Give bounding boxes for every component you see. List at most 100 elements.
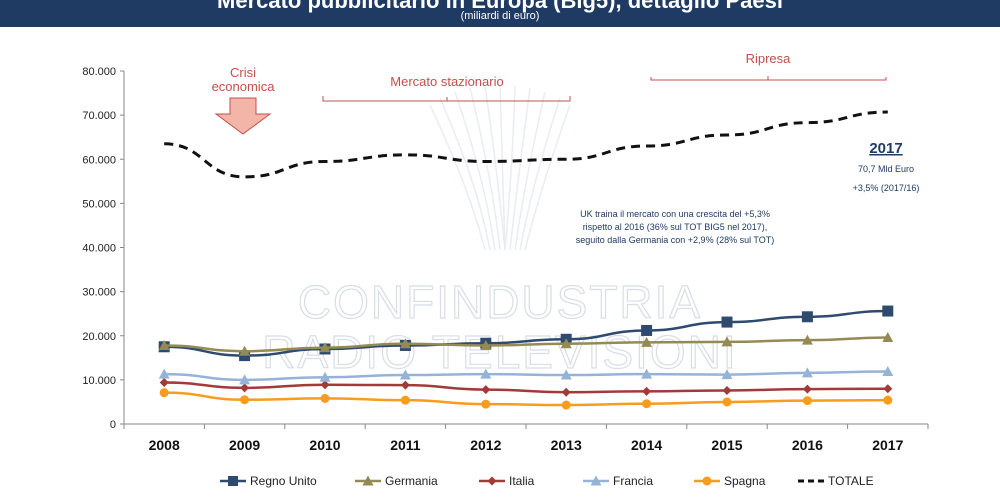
watermark-text-2: RADIO TELEVISIONI <box>262 326 737 378</box>
highlight-2017: 2017 70,7 Mld Euro +3,5% (2017/16) <box>853 140 920 193</box>
data-point <box>240 383 250 393</box>
data-point <box>883 395 893 405</box>
legend-label: Spagna <box>724 474 766 488</box>
note-line-1: UK traina il mercato con una crescita de… <box>580 209 770 219</box>
series-spagna <box>159 388 893 410</box>
legend-label: Italia <box>509 474 535 488</box>
x-tick-label: 2009 <box>229 437 260 453</box>
series-line <box>164 370 888 382</box>
data-point <box>721 336 733 347</box>
data-point <box>158 368 170 379</box>
series-line <box>164 336 888 353</box>
crisis-label-line2: economica <box>212 79 276 94</box>
data-point <box>362 475 374 486</box>
data-point <box>561 387 571 397</box>
data-point <box>722 385 732 395</box>
data-point <box>702 476 712 486</box>
data-point <box>801 334 813 345</box>
legend-item: TOTALE <box>798 474 874 488</box>
series-germania <box>158 332 894 356</box>
note-line-3: seguito dalla Germania con +2,9% (28% su… <box>576 235 775 245</box>
data-point <box>560 338 572 349</box>
y-axis: 0 10.000 20.000 30.000 40.000 50.000 60.000 70.… <box>82 66 124 431</box>
header-bar: Mercato pubblicitario in Europa (Big5), … <box>0 0 1000 27</box>
data-point <box>159 378 169 388</box>
data-point <box>641 324 653 336</box>
data-point <box>400 395 410 405</box>
data-point <box>722 397 732 407</box>
x-tick-label: 2008 <box>149 437 180 453</box>
data-point <box>882 305 894 317</box>
data-point <box>399 369 411 380</box>
data-point <box>721 369 733 380</box>
data-point <box>159 388 169 398</box>
data-point <box>487 476 497 486</box>
watermark-logo <box>429 84 571 251</box>
data-point <box>560 369 572 380</box>
data-point <box>802 384 812 394</box>
series-francia <box>158 365 894 385</box>
legend-item: Germania <box>355 474 438 488</box>
data-point <box>399 338 411 349</box>
y-tick-label: 20.000 <box>82 331 116 343</box>
down-arrow-icon <box>214 97 272 135</box>
data-point <box>642 386 652 396</box>
highlight-growth: +3,5% (2017/16) <box>853 183 920 193</box>
legend-item: Francia <box>583 474 653 488</box>
data-point <box>480 339 492 350</box>
data-point <box>239 374 251 385</box>
note-line-2: rispetto al 2016 (36% sul TOT BIG5 nel 2… <box>583 222 768 232</box>
data-point <box>320 393 330 403</box>
data-point <box>721 316 733 328</box>
x-tick-label: 2012 <box>470 437 501 453</box>
stationary-label: Mercato stazionario <box>390 74 503 89</box>
data-point <box>228 476 238 486</box>
chart-subtitle: (miliardi di euro) <box>460 10 540 22</box>
y-tick-label: 50.000 <box>82 198 116 210</box>
x-axis: 2008 2009 2010 2011 2012 2013 2014 2015 2016 2017 <box>123 424 929 453</box>
y-tick-label: 80.000 <box>82 66 116 78</box>
data-point <box>320 380 330 390</box>
series-line <box>164 110 888 179</box>
watermark-text-1: CONFINDUSTRIA <box>298 276 702 328</box>
crisis-annotation: Crisi economica <box>212 65 276 135</box>
y-tick-label: 0 <box>110 419 116 431</box>
x-tick-label: 2014 <box>631 437 662 453</box>
data-point <box>319 371 331 382</box>
data-point <box>882 332 894 343</box>
legend: Regno Unito Germania Italia Francia Spagna TO… <box>220 474 874 488</box>
recovery-annotation: Ripresa <box>650 51 887 81</box>
data-point <box>801 367 813 378</box>
legend-label: Regno Unito <box>250 474 317 488</box>
legend-item: Regno Unito <box>220 474 317 488</box>
data-point <box>642 399 652 409</box>
legend-label: Francia <box>613 474 653 488</box>
data-point <box>481 399 491 409</box>
x-tick-label: 2015 <box>711 437 742 453</box>
uk-note: UK traina il mercato con una crescita de… <box>576 209 775 245</box>
data-point <box>400 380 410 390</box>
data-point <box>319 342 331 353</box>
x-tick-label: 2011 <box>390 437 421 453</box>
highlight-value: 70,7 Mld Euro <box>858 164 914 174</box>
series-italia <box>159 378 893 397</box>
y-tick-label: 30.000 <box>82 287 116 299</box>
legend-label: TOTALE <box>828 474 874 488</box>
data-point <box>480 368 492 379</box>
legend-item: Spagna <box>694 474 766 488</box>
series-line <box>164 309 888 357</box>
x-tick-label: 2016 <box>792 437 823 453</box>
series-totale <box>164 110 888 179</box>
data-point <box>801 311 813 323</box>
x-tick-label: 2010 <box>309 437 340 453</box>
chart-title: Mercato pubblicitario in Europa (Big5), … <box>217 0 783 13</box>
legend-item: Italia <box>479 474 535 488</box>
y-tick-label: 70.000 <box>82 110 116 122</box>
y-tick-label: 60.000 <box>82 154 116 166</box>
crisis-label-line1: Crisi <box>230 65 256 80</box>
data-point <box>641 336 653 347</box>
legend-label: Germania <box>385 474 438 488</box>
stationary-annotation: Mercato stazionario <box>322 74 571 102</box>
series-line <box>164 391 888 407</box>
